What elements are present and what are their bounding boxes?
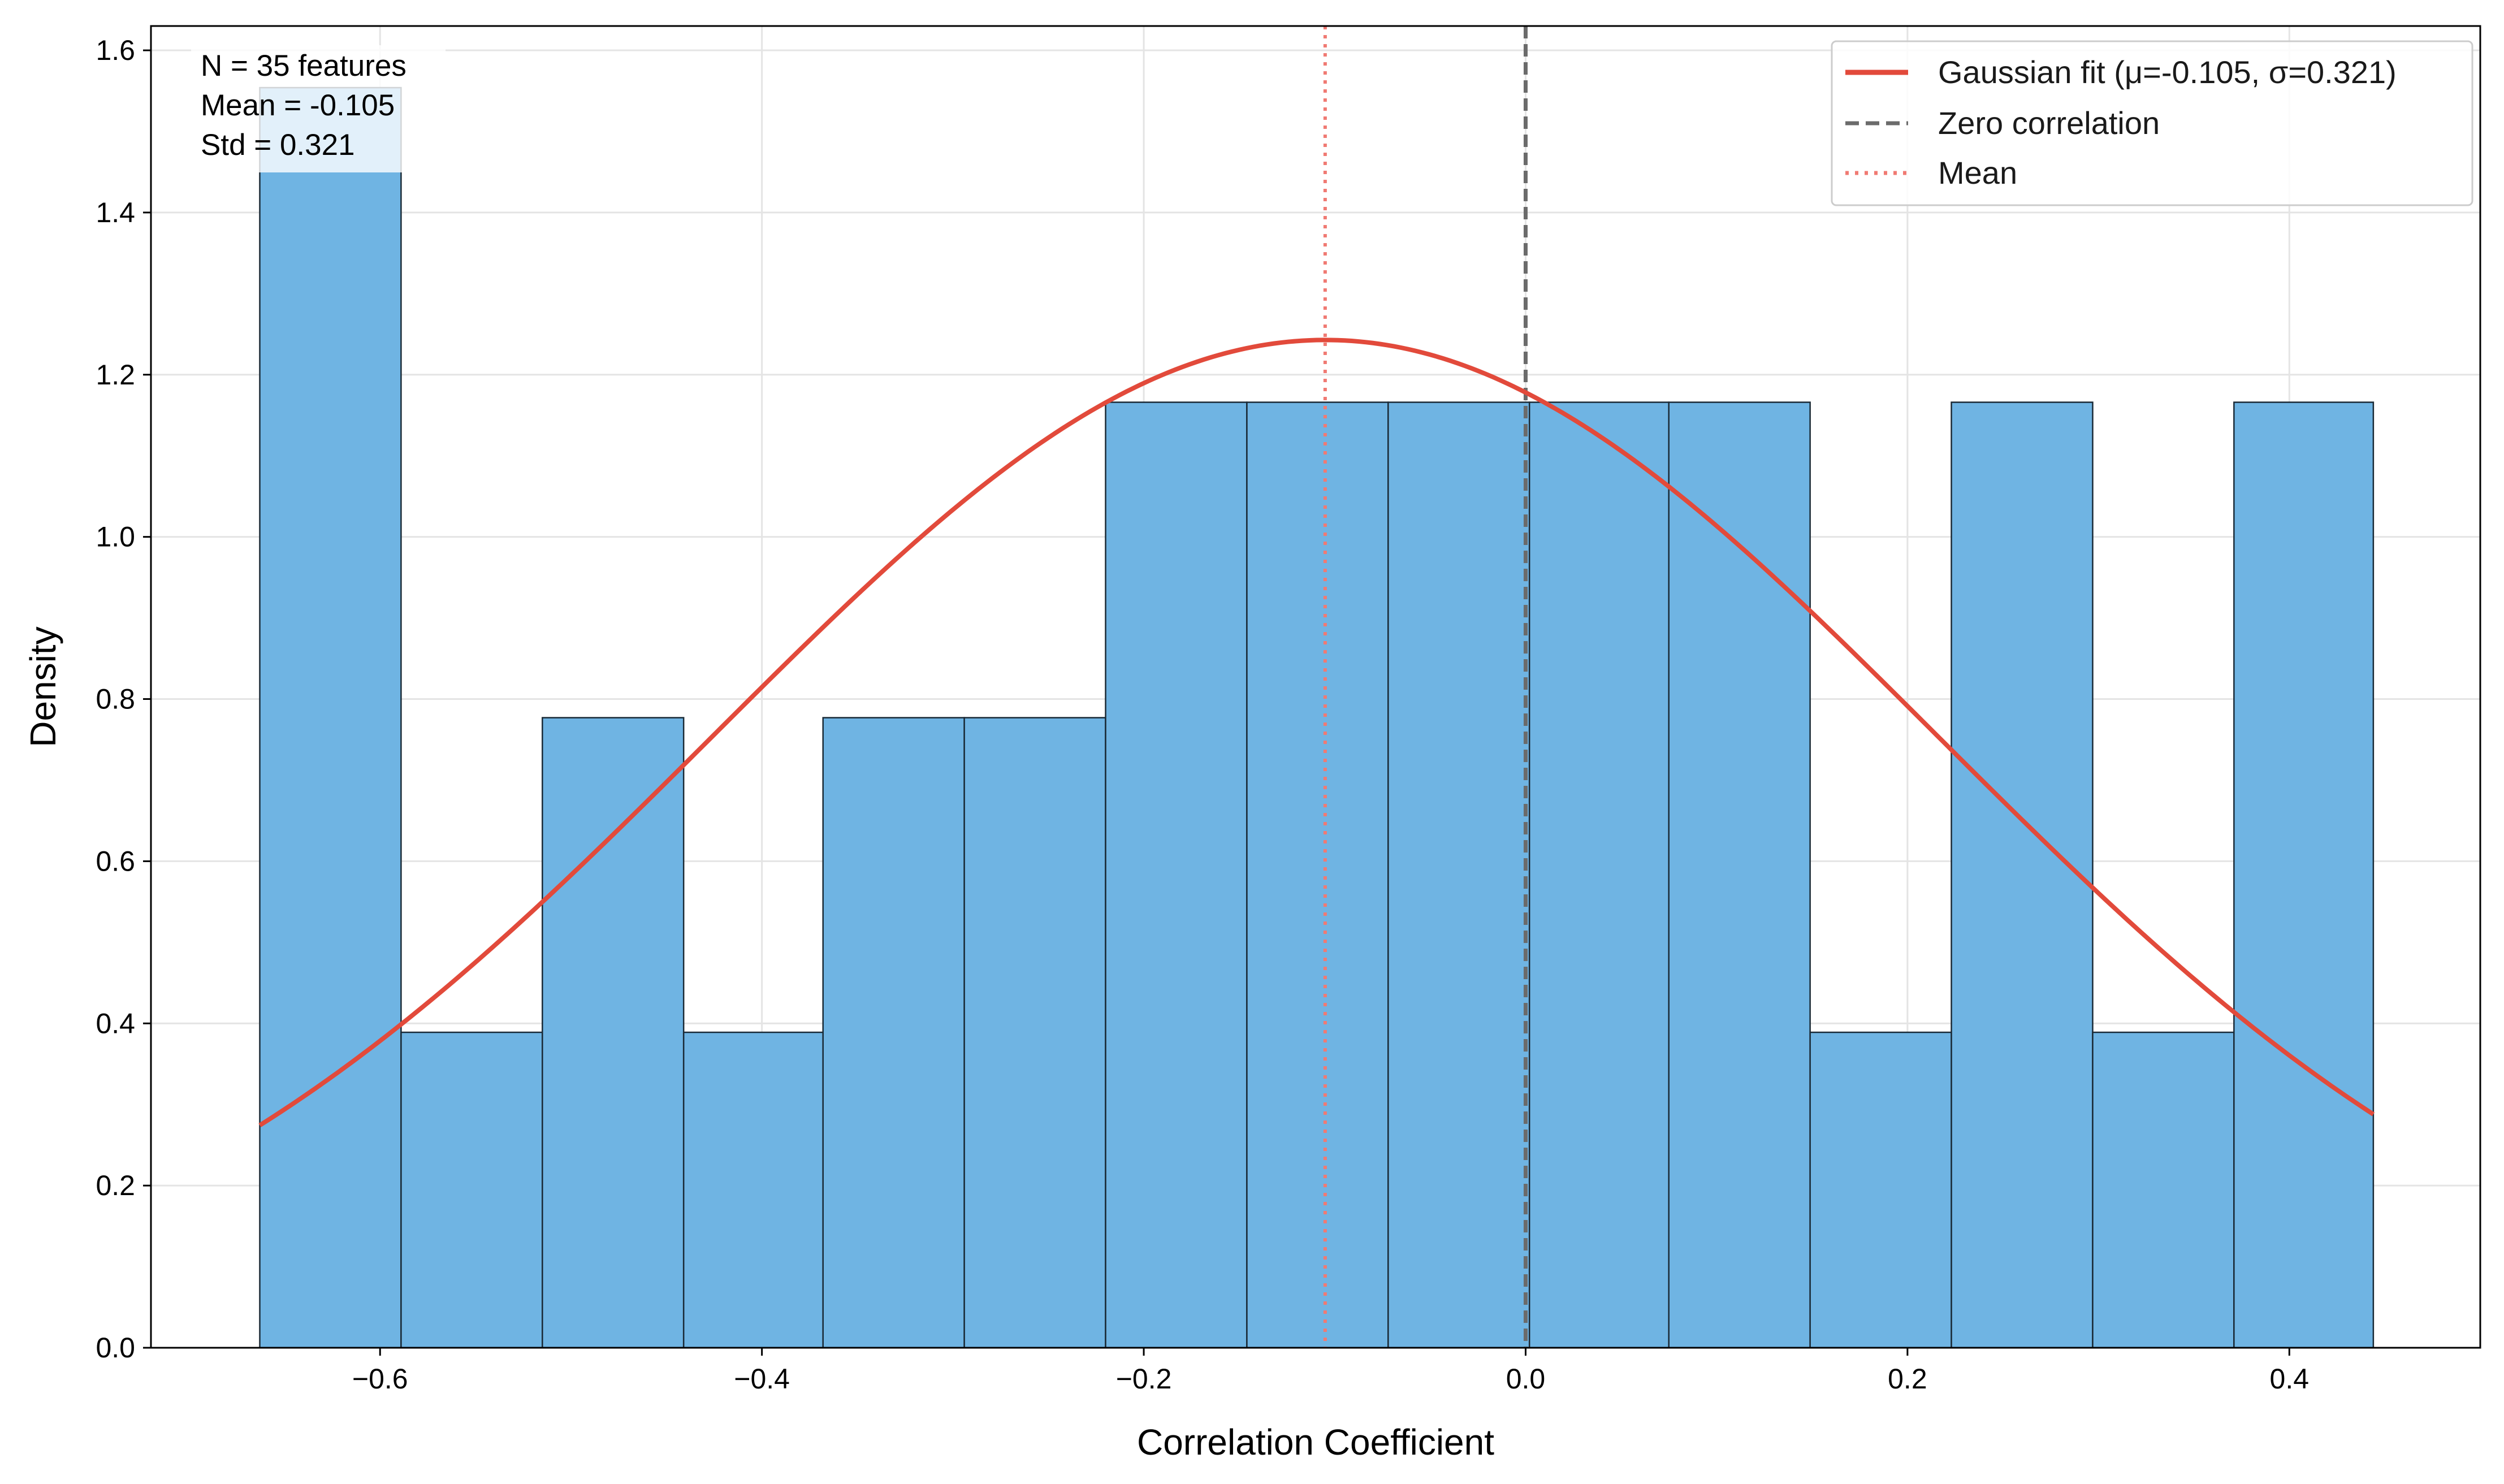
x-tick-label: −0.2 [1116,1363,1172,1395]
x-axis-label: Correlation Coefficient [1137,1422,1494,1463]
histogram-bar [1105,401,1248,1349]
histogram-bar [682,1031,824,1349]
y-tick-label: 1.4 [96,197,135,228]
histogram-bar [1668,401,1811,1349]
legend-entry-label: Mean [1938,155,2017,191]
histogram-bar [1387,401,1530,1349]
y-tick-label: 1.2 [96,359,135,391]
x-tick-label: −0.6 [352,1363,408,1395]
legend-entry-label: Gaussian fit (μ=-0.105, σ=0.321) [1938,54,2397,90]
gaussian-fit-curve [258,338,2375,1127]
histogram-bar [963,717,1106,1349]
reference-lines [1323,26,1528,1348]
axis-ticks: −0.6 −0.4 −0.2 0.0 0.2 0.4 0.0 0.2 0.4 0.6 0.8 1.0 1… [96,34,2309,1395]
stats-annotation-line: Std = 0.321 [201,128,355,162]
y-tick-label: 0.2 [96,1170,135,1201]
histogram-bar [822,717,965,1349]
legend-box [1831,40,2473,206]
y-tick-label: 0.4 [96,1007,135,1039]
y-tick-label: 1.0 [96,521,135,553]
stats-annotation-line: N = 35 features [201,49,406,83]
legend: Gaussian fit (μ=-0.105, σ=0.321) Zero co… [1831,40,2473,206]
y-tick-label: 0.0 [96,1332,135,1364]
y-axis-label: Density [23,626,63,747]
plot-frame [150,25,2481,1349]
x-tick-label: 0.4 [2270,1363,2310,1395]
x-tick-label: 0.2 [1888,1363,1927,1395]
histogram-bar [1246,401,1389,1349]
y-tick-label: 0.8 [96,683,135,715]
histogram-bar [1951,401,2094,1349]
histogram-bar [259,86,402,1349]
legend-entry-label: Zero correlation [1938,105,2160,141]
stats-annotation-box [191,45,446,172]
x-tick-label: −0.4 [734,1363,790,1395]
stats-annotation-line: Mean = -0.105 [201,89,395,122]
x-tick-label: 0.0 [1506,1363,1546,1395]
y-tick-label: 0.6 [96,845,135,877]
y-tick-label: 1.6 [96,34,135,66]
histogram-bar [1809,1031,1952,1349]
stats-annotation: N = 35 features Mean = -0.105 Std = 0.32… [191,45,446,172]
histogram-bar [542,717,685,1349]
histogram-bar [2233,401,2375,1349]
histogram-bar [400,1031,543,1349]
gaussian-fit [258,338,2375,1127]
histogram-bars [259,86,2375,1349]
histogram-bar [2092,1031,2235,1349]
histogram-bar [1528,401,1670,1349]
